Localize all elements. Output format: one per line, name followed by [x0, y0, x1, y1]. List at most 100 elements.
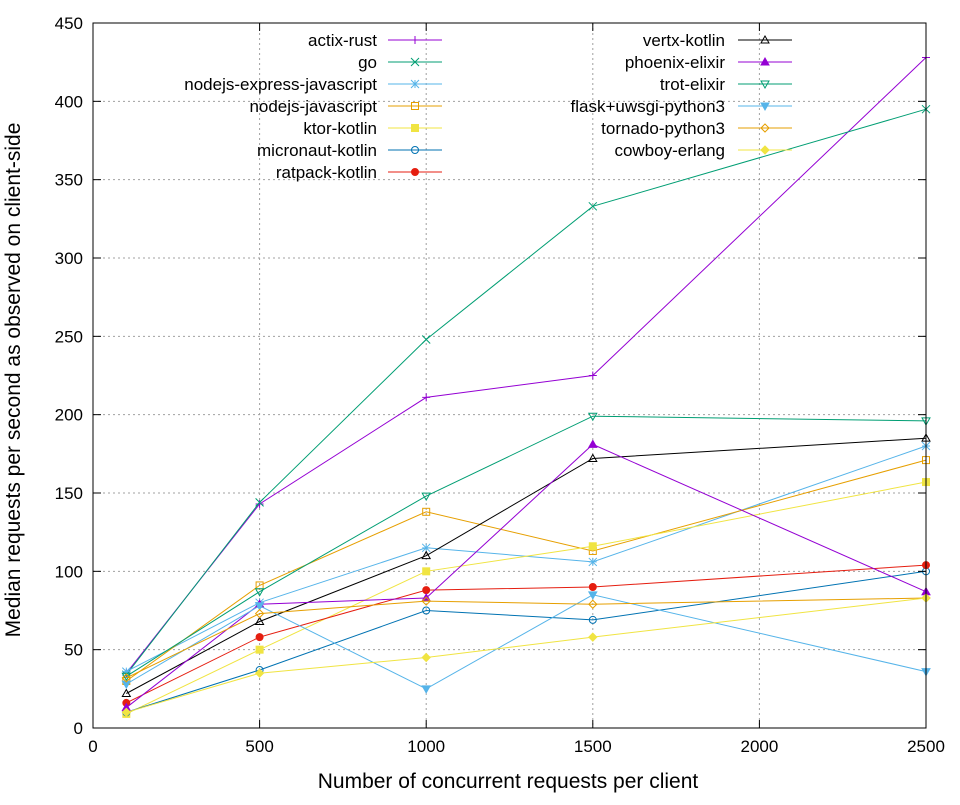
legend-entry: actix-rust	[308, 31, 442, 50]
legend: actix-rust go nodejs-express-javascript nod…	[184, 31, 792, 182]
data-point	[421, 652, 431, 663]
series-line	[126, 481, 927, 715]
data-point	[121, 707, 132, 718]
legend-entry: nodejs-javascript	[249, 97, 442, 116]
legend-marker	[760, 34, 770, 44]
data-point	[422, 507, 431, 516]
series-nodejs-javascript	[122, 456, 930, 685]
legend-entry: ratpack-kotlin	[276, 163, 442, 182]
legend-marker	[410, 57, 420, 67]
legend-label: ktor-kotlin	[303, 119, 377, 138]
legend-label: cowboy-erlang	[614, 141, 725, 160]
series-tornado-python3	[121, 593, 931, 683]
series-line	[125, 443, 927, 708]
series-line	[125, 57, 927, 674]
series-nodejs-express-javascript	[121, 441, 931, 676]
legend-entry: micronaut-kotlin	[257, 141, 442, 160]
legend-marker	[410, 79, 420, 89]
data-point	[121, 673, 132, 683]
series-line	[126, 597, 927, 679]
data-point	[255, 499, 264, 508]
data-point	[254, 616, 265, 625]
y-tick-label: 300	[55, 249, 83, 268]
series-actix-rust	[122, 53, 930, 678]
legend-marker	[411, 146, 419, 154]
series-line	[126, 445, 927, 673]
data-point	[588, 542, 597, 551]
series-lines	[121, 53, 931, 718]
data-point	[588, 201, 598, 211]
legend-marker	[411, 168, 419, 176]
legend-label: go	[358, 53, 377, 72]
series-trot-elixir	[121, 412, 931, 682]
data-point	[588, 632, 598, 642]
data-point	[421, 492, 432, 502]
data-point	[121, 680, 132, 690]
data-point	[121, 688, 132, 698]
legend-marker	[411, 102, 419, 110]
series-line	[126, 415, 927, 677]
data-point	[254, 602, 265, 611]
series-micronaut-kotlin	[122, 567, 930, 717]
data-point	[422, 393, 431, 402]
data-point	[421, 550, 432, 560]
legend-entry: vertx-kotlin	[643, 31, 792, 50]
series-line	[126, 570, 927, 713]
legend-entry: go	[358, 53, 442, 72]
data-point	[421, 335, 431, 344]
data-point	[421, 685, 432, 694]
data-point	[422, 586, 431, 595]
legend-label: micronaut-kotlin	[257, 141, 377, 160]
legend-marker	[760, 80, 770, 90]
series-line	[126, 437, 927, 694]
data-point	[588, 557, 598, 567]
y-tick-label: 350	[55, 171, 83, 190]
series-ktor-kotlin	[122, 478, 930, 718]
data-point	[587, 412, 598, 422]
legend-marker	[411, 124, 419, 132]
series-line	[126, 564, 927, 704]
data-point	[421, 596, 431, 606]
x-axis-label: Number of concurrent requests per client	[318, 770, 699, 793]
legend-label: nodejs-express-javascript	[184, 75, 377, 94]
data-point	[254, 608, 265, 619]
series-phoenix-elixir	[121, 439, 931, 712]
y-tick-label: 150	[55, 484, 83, 503]
y-tick-label: 50	[64, 641, 83, 660]
plot-border	[92, 22, 927, 729]
legend-entry: phoenix-elixir	[625, 53, 792, 72]
grid-lines	[93, 23, 926, 728]
series-ratpack-kotlin	[122, 561, 930, 707]
series-line	[126, 459, 927, 682]
legend-entry: trot-elixir	[660, 75, 792, 94]
series-line	[125, 108, 927, 676]
legend-label: trot-elixir	[660, 75, 726, 94]
data-point	[422, 606, 431, 615]
legend-marker	[411, 36, 419, 44]
y-tick-label: 200	[55, 406, 83, 425]
series-cowboy-erlang	[121, 593, 931, 718]
legend-label: tornado-python3	[601, 119, 725, 138]
x-tick-label: 1000	[407, 737, 445, 756]
legend-marker	[760, 123, 770, 133]
axis-ticks: 0 500 1000 1500 2000 2500 0 50 100 150 200 250 300 35…	[55, 14, 945, 756]
legend-label: flask+uwsgi-python3	[570, 97, 725, 116]
x-tick-label: 1500	[574, 737, 612, 756]
series-go	[121, 104, 931, 680]
series-vertx-kotlin	[121, 433, 931, 698]
x-tick-label: 0	[88, 737, 97, 756]
legend-label: vertx-kotlin	[643, 31, 725, 50]
legend-label: nodejs-javascript	[249, 97, 377, 116]
data-point	[588, 371, 597, 380]
x-tick-label: 2500	[907, 737, 945, 756]
legend-marker	[760, 102, 770, 112]
x-tick-label: 500	[245, 737, 273, 756]
data-point	[422, 567, 431, 576]
y-tick-label: 400	[55, 92, 83, 111]
data-point	[121, 667, 131, 676]
legend-entry: cowboy-erlang	[614, 141, 792, 160]
y-tick-label: 100	[55, 562, 83, 581]
data-point	[255, 633, 264, 642]
